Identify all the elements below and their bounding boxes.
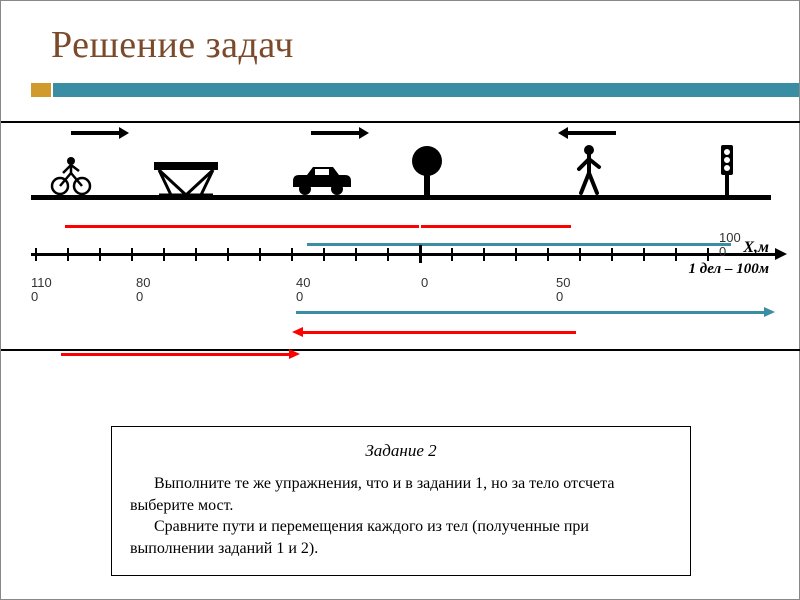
position-label: 80 0 xyxy=(136,276,164,303)
car-icon xyxy=(289,163,353,197)
arrow-red-left xyxy=(301,331,576,334)
bridge-icon xyxy=(151,159,221,197)
interval-red-2 xyxy=(421,225,571,228)
arrow-blue-right xyxy=(296,311,766,314)
axis-tick xyxy=(355,248,357,261)
slide: Решение задач xyxy=(0,0,800,600)
header-stripe xyxy=(53,83,799,97)
axis-tick xyxy=(419,245,422,263)
position-label: 50 0 xyxy=(556,276,584,303)
cyclist-icon xyxy=(49,151,93,195)
axis-tick xyxy=(195,248,197,261)
pedestrian-icon xyxy=(573,143,605,197)
axis-scale-label: 1 дел – 100м xyxy=(689,261,769,278)
axis-tick xyxy=(131,248,133,261)
axis-tick xyxy=(611,248,613,261)
axis-tick xyxy=(387,248,389,261)
task-text-2: Сравните пути и перемещения каждого из т… xyxy=(130,516,672,559)
task-title: Задание 2 xyxy=(130,441,672,461)
x-axis xyxy=(31,253,777,256)
task-box: Задание 2 Выполните те же упражнения, чт… xyxy=(111,426,691,576)
interval-blue-1 xyxy=(307,243,731,246)
axis-tick xyxy=(643,248,645,261)
axis-tick xyxy=(483,248,485,261)
position-label: 0 xyxy=(421,276,449,290)
position-label: 40 0 xyxy=(296,276,324,303)
axis-tick xyxy=(451,248,453,261)
interval-red-1 xyxy=(65,225,419,228)
axis-tick xyxy=(99,248,101,261)
axis-tick xyxy=(35,248,37,261)
tree-icon xyxy=(409,145,445,197)
axis-tick xyxy=(547,248,549,261)
position-label: 100 0 xyxy=(719,231,747,258)
task-text-1: Выполните те же упражнения, что и в зада… xyxy=(130,473,672,516)
axis-tick xyxy=(707,248,709,261)
axis-tick xyxy=(227,248,229,261)
arrow-red-right xyxy=(61,353,291,356)
car-motion-arrow xyxy=(311,131,361,135)
axis-tick xyxy=(675,248,677,261)
cyclist-motion-arrow xyxy=(71,131,121,135)
axis-tick xyxy=(579,248,581,261)
page-title: Решение задач xyxy=(51,23,294,67)
header-bar xyxy=(1,83,799,101)
axis-tick xyxy=(515,248,517,261)
diagram xyxy=(1,121,800,351)
axis-tick xyxy=(67,248,69,261)
position-label: 110 0 xyxy=(31,276,59,303)
header-accent xyxy=(31,83,51,97)
axis-tick xyxy=(163,248,165,261)
road-line xyxy=(31,195,771,200)
axis-tick xyxy=(259,248,261,261)
axis-tick xyxy=(323,248,325,261)
pedestrian-motion-arrow xyxy=(566,131,616,135)
axis-label: X,м xyxy=(743,239,769,257)
axis-tick xyxy=(291,248,293,261)
traffic-light-icon xyxy=(715,145,739,197)
